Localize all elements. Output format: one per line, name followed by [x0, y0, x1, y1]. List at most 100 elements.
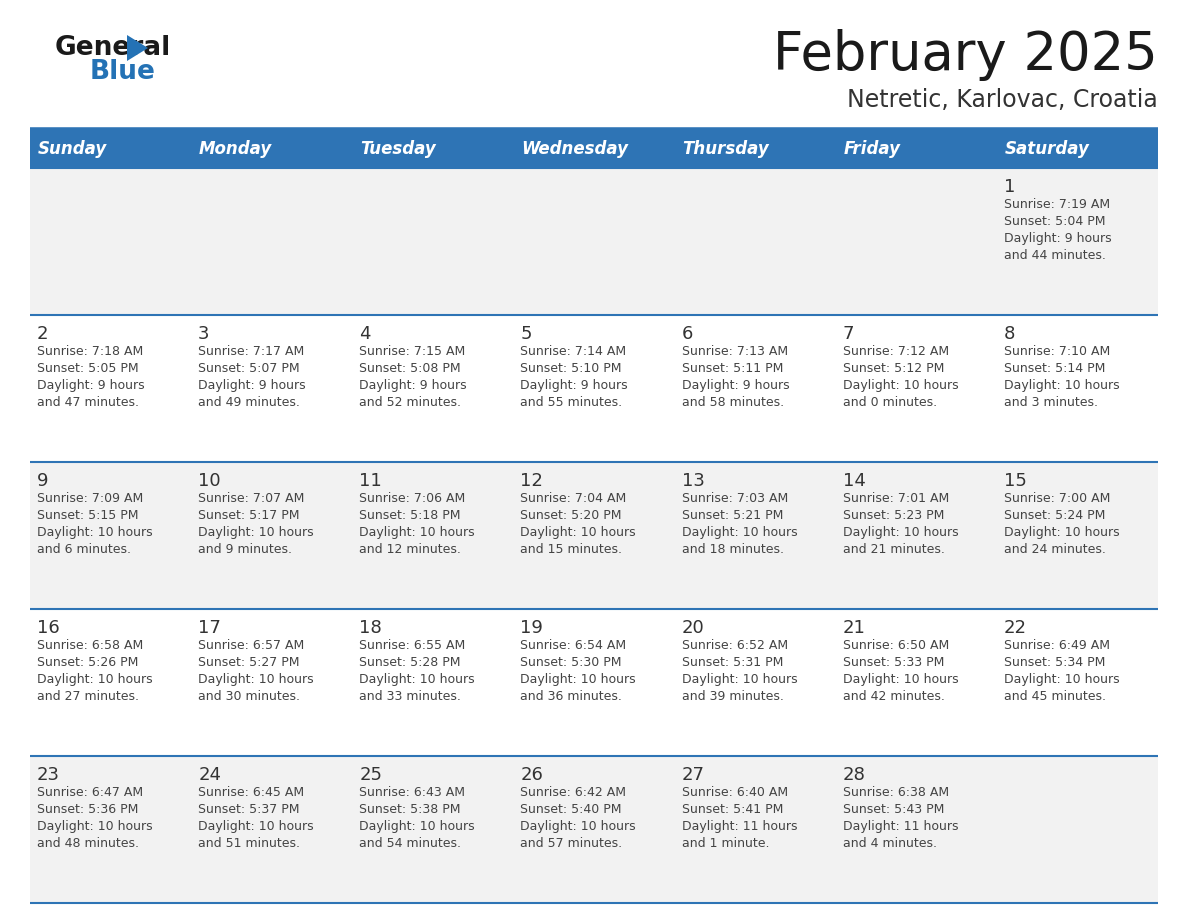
Text: Sunrise: 6:55 AM: Sunrise: 6:55 AM: [359, 639, 466, 652]
Text: and 3 minutes.: and 3 minutes.: [1004, 396, 1098, 409]
Text: Sunset: 5:18 PM: Sunset: 5:18 PM: [359, 509, 461, 522]
Text: 1: 1: [1004, 178, 1016, 196]
Text: Daylight: 10 hours: Daylight: 10 hours: [359, 673, 475, 686]
Text: and 57 minutes.: and 57 minutes.: [520, 837, 623, 850]
Text: 18: 18: [359, 619, 383, 637]
Text: Daylight: 10 hours: Daylight: 10 hours: [198, 673, 314, 686]
Text: Sunrise: 7:01 AM: Sunrise: 7:01 AM: [842, 492, 949, 505]
Text: 24: 24: [198, 766, 221, 784]
Text: 7: 7: [842, 325, 854, 343]
Text: Sunset: 5:04 PM: Sunset: 5:04 PM: [1004, 215, 1105, 228]
Text: and 18 minutes.: and 18 minutes.: [682, 543, 784, 556]
Text: 13: 13: [682, 472, 704, 490]
Bar: [30, 315, 1158, 462]
Text: 5: 5: [520, 325, 532, 343]
Text: Sunrise: 7:18 AM: Sunrise: 7:18 AM: [37, 345, 144, 358]
Text: and 48 minutes.: and 48 minutes.: [37, 837, 139, 850]
Text: Friday: Friday: [843, 140, 901, 158]
Text: Daylight: 10 hours: Daylight: 10 hours: [37, 526, 152, 539]
Text: and 30 minutes.: and 30 minutes.: [198, 690, 301, 703]
Text: Sunrise: 6:47 AM: Sunrise: 6:47 AM: [37, 786, 143, 799]
Text: and 6 minutes.: and 6 minutes.: [37, 543, 131, 556]
Text: Sunrise: 7:04 AM: Sunrise: 7:04 AM: [520, 492, 627, 505]
Text: Daylight: 10 hours: Daylight: 10 hours: [1004, 673, 1119, 686]
Bar: [30, 168, 1158, 315]
Text: and 36 minutes.: and 36 minutes.: [520, 690, 623, 703]
Text: Sunset: 5:17 PM: Sunset: 5:17 PM: [198, 509, 299, 522]
Text: Sunset: 5:20 PM: Sunset: 5:20 PM: [520, 509, 623, 522]
Text: Daylight: 9 hours: Daylight: 9 hours: [682, 379, 789, 392]
Text: Daylight: 10 hours: Daylight: 10 hours: [520, 673, 636, 686]
Text: 27: 27: [682, 766, 704, 784]
Text: Blue: Blue: [90, 59, 156, 85]
Text: and 12 minutes.: and 12 minutes.: [359, 543, 461, 556]
Text: and 55 minutes.: and 55 minutes.: [520, 396, 623, 409]
Text: Daylight: 10 hours: Daylight: 10 hours: [37, 673, 152, 686]
Text: Sunset: 5:21 PM: Sunset: 5:21 PM: [682, 509, 783, 522]
Text: Daylight: 10 hours: Daylight: 10 hours: [198, 526, 314, 539]
Text: 26: 26: [520, 766, 543, 784]
Text: Daylight: 11 hours: Daylight: 11 hours: [842, 820, 959, 833]
Text: Sunrise: 6:40 AM: Sunrise: 6:40 AM: [682, 786, 788, 799]
Text: and 39 minutes.: and 39 minutes.: [682, 690, 783, 703]
Text: and 51 minutes.: and 51 minutes.: [198, 837, 301, 850]
Text: and 24 minutes.: and 24 minutes.: [1004, 543, 1106, 556]
Text: 4: 4: [359, 325, 371, 343]
Text: and 54 minutes.: and 54 minutes.: [359, 837, 461, 850]
Text: Daylight: 10 hours: Daylight: 10 hours: [842, 673, 959, 686]
Text: Sunrise: 6:57 AM: Sunrise: 6:57 AM: [198, 639, 304, 652]
Text: February 2025: February 2025: [773, 29, 1158, 81]
Text: Wednesday: Wednesday: [522, 140, 628, 158]
Text: Netretic, Karlovac, Croatia: Netretic, Karlovac, Croatia: [847, 88, 1158, 112]
Text: Sunset: 5:11 PM: Sunset: 5:11 PM: [682, 362, 783, 375]
Text: and 9 minutes.: and 9 minutes.: [198, 543, 292, 556]
Text: 8: 8: [1004, 325, 1016, 343]
Text: 16: 16: [37, 619, 59, 637]
Text: Daylight: 9 hours: Daylight: 9 hours: [1004, 232, 1112, 245]
Text: Daylight: 9 hours: Daylight: 9 hours: [520, 379, 628, 392]
Text: and 21 minutes.: and 21 minutes.: [842, 543, 944, 556]
Text: 17: 17: [198, 619, 221, 637]
Text: Sunset: 5:40 PM: Sunset: 5:40 PM: [520, 803, 623, 816]
Text: 3: 3: [198, 325, 209, 343]
Text: Sunrise: 7:17 AM: Sunrise: 7:17 AM: [198, 345, 304, 358]
Text: Sunrise: 7:12 AM: Sunrise: 7:12 AM: [842, 345, 949, 358]
Text: Sunset: 5:36 PM: Sunset: 5:36 PM: [37, 803, 138, 816]
Text: Daylight: 10 hours: Daylight: 10 hours: [359, 820, 475, 833]
Text: Sunset: 5:10 PM: Sunset: 5:10 PM: [520, 362, 623, 375]
Bar: [30, 462, 1158, 609]
Text: Sunrise: 7:13 AM: Sunrise: 7:13 AM: [682, 345, 788, 358]
Text: Sunset: 5:38 PM: Sunset: 5:38 PM: [359, 803, 461, 816]
Bar: [30, 130, 1158, 168]
Text: Sunset: 5:12 PM: Sunset: 5:12 PM: [842, 362, 944, 375]
Text: 14: 14: [842, 472, 866, 490]
Text: Sunset: 5:14 PM: Sunset: 5:14 PM: [1004, 362, 1105, 375]
Text: Sunrise: 7:00 AM: Sunrise: 7:00 AM: [1004, 492, 1111, 505]
Text: Sunrise: 7:09 AM: Sunrise: 7:09 AM: [37, 492, 144, 505]
Text: Daylight: 10 hours: Daylight: 10 hours: [1004, 526, 1119, 539]
Text: Sunrise: 7:06 AM: Sunrise: 7:06 AM: [359, 492, 466, 505]
Text: Sunset: 5:05 PM: Sunset: 5:05 PM: [37, 362, 139, 375]
Text: Sunset: 5:41 PM: Sunset: 5:41 PM: [682, 803, 783, 816]
Text: 19: 19: [520, 619, 543, 637]
Text: and 1 minute.: and 1 minute.: [682, 837, 769, 850]
Text: 12: 12: [520, 472, 543, 490]
Text: and 27 minutes.: and 27 minutes.: [37, 690, 139, 703]
Text: Sunset: 5:26 PM: Sunset: 5:26 PM: [37, 656, 138, 669]
Text: Daylight: 10 hours: Daylight: 10 hours: [198, 820, 314, 833]
Text: Daylight: 9 hours: Daylight: 9 hours: [359, 379, 467, 392]
Text: Sunrise: 6:52 AM: Sunrise: 6:52 AM: [682, 639, 788, 652]
Text: Daylight: 9 hours: Daylight: 9 hours: [37, 379, 145, 392]
Text: Sunrise: 6:43 AM: Sunrise: 6:43 AM: [359, 786, 466, 799]
Text: Monday: Monday: [200, 140, 272, 158]
Text: Sunday: Sunday: [38, 140, 107, 158]
Text: Sunrise: 6:45 AM: Sunrise: 6:45 AM: [198, 786, 304, 799]
Text: Daylight: 9 hours: Daylight: 9 hours: [198, 379, 305, 392]
Text: Daylight: 10 hours: Daylight: 10 hours: [682, 673, 797, 686]
Text: and 33 minutes.: and 33 minutes.: [359, 690, 461, 703]
Text: Sunset: 5:31 PM: Sunset: 5:31 PM: [682, 656, 783, 669]
Text: and 44 minutes.: and 44 minutes.: [1004, 249, 1106, 262]
Text: Daylight: 10 hours: Daylight: 10 hours: [682, 526, 797, 539]
Text: Sunset: 5:33 PM: Sunset: 5:33 PM: [842, 656, 944, 669]
Text: Daylight: 10 hours: Daylight: 10 hours: [520, 820, 636, 833]
